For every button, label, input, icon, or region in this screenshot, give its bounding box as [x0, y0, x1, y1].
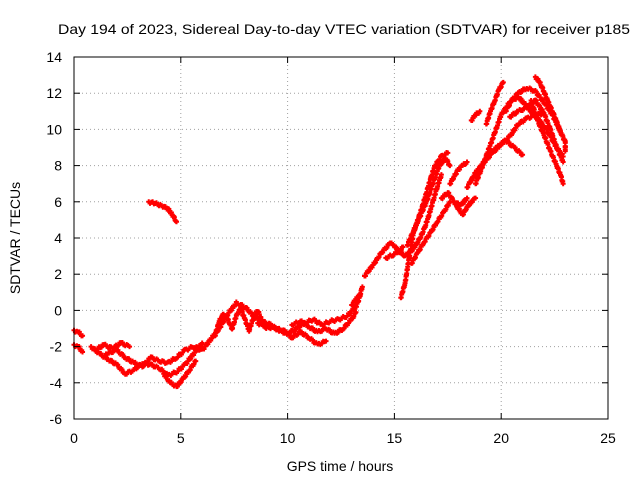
- y-tick-label: 14: [46, 49, 62, 65]
- data-point: [464, 159, 470, 165]
- data-point: [400, 244, 406, 250]
- data-point: [447, 163, 453, 169]
- y-tick-label: 4: [54, 230, 62, 246]
- data-point: [498, 142, 504, 148]
- series-track-17: [447, 159, 470, 187]
- x-tick-label: 0: [70, 430, 78, 446]
- series-track-24: [483, 79, 506, 127]
- x-tick-label: 5: [177, 430, 185, 446]
- data-point: [341, 325, 347, 331]
- data-point: [119, 367, 125, 373]
- data-point: [199, 340, 205, 346]
- x-tick-label: 25: [600, 430, 616, 446]
- series-track-19: [438, 190, 470, 208]
- data-point: [562, 148, 568, 154]
- data-point: [310, 337, 316, 343]
- data-points: [71, 74, 568, 390]
- data-point: [140, 363, 146, 369]
- series-track-28: [528, 97, 566, 187]
- tick-labels: 0 5 10 15 20 25 -6 -4 -2 0 2 4 6 8 10 12 14: [46, 49, 616, 446]
- data-point: [193, 358, 199, 364]
- y-axis-label: SDTVAR / TECUs: [7, 182, 23, 294]
- y-tick-label: 6: [54, 194, 62, 210]
- data-point: [286, 332, 292, 338]
- series-track-7: [146, 199, 180, 225]
- data-point: [473, 195, 479, 201]
- y-tick-label: 8: [54, 158, 62, 174]
- series-track-10: [289, 309, 359, 336]
- data-point: [282, 327, 288, 333]
- series-track-6: [161, 358, 199, 390]
- series-track-9: [255, 320, 329, 348]
- data-point: [477, 108, 483, 114]
- data-point: [438, 172, 444, 178]
- x-tick-label: 15: [387, 430, 403, 446]
- data-point: [359, 284, 365, 290]
- data-point: [380, 249, 386, 255]
- series-track-27: [532, 74, 568, 154]
- series-track-12: [361, 240, 406, 279]
- data-point: [244, 305, 250, 311]
- chart-title: Day 194 of 2023, Sidereal Day-to-day VTE…: [58, 21, 630, 37]
- data-point: [80, 333, 86, 339]
- series-track-23: [468, 108, 483, 123]
- data-point: [500, 79, 506, 85]
- y-tick-label: -2: [50, 339, 63, 355]
- data-point: [560, 159, 566, 165]
- data-point: [469, 199, 475, 205]
- x-tick-label: 10: [280, 430, 296, 446]
- data-point: [175, 354, 181, 360]
- series-track-16: [408, 199, 453, 266]
- y-tick-label: -6: [50, 411, 63, 427]
- data-point: [445, 150, 451, 156]
- data-point: [520, 152, 526, 158]
- data-point: [115, 362, 121, 368]
- data-point: [353, 309, 359, 315]
- data-point: [174, 219, 180, 225]
- data-point: [145, 358, 151, 364]
- data-point: [560, 181, 566, 187]
- data-point: [399, 249, 405, 255]
- x-axis-label: GPS time / hours: [287, 458, 394, 474]
- data-point: [120, 352, 126, 358]
- y-tick-label: 2: [54, 266, 62, 282]
- data-point: [384, 245, 390, 251]
- data-point: [491, 147, 497, 153]
- y-tick-label: 0: [54, 302, 62, 318]
- y-tick-label: 10: [46, 121, 62, 137]
- data-point: [323, 338, 329, 344]
- data-point: [525, 105, 531, 111]
- data-point: [80, 349, 86, 355]
- series-track-4: [92, 340, 133, 354]
- data-point: [127, 344, 133, 350]
- data-point: [464, 195, 470, 201]
- data-point: [512, 145, 518, 151]
- series-track-11: [349, 284, 365, 308]
- y-tick-label: -4: [50, 375, 63, 391]
- x-tick-label: 20: [493, 430, 509, 446]
- y-tick-label: 12: [46, 85, 62, 101]
- series-track-15: [404, 156, 453, 248]
- axis-ticks: [73, 56, 609, 420]
- data-point: [506, 140, 512, 146]
